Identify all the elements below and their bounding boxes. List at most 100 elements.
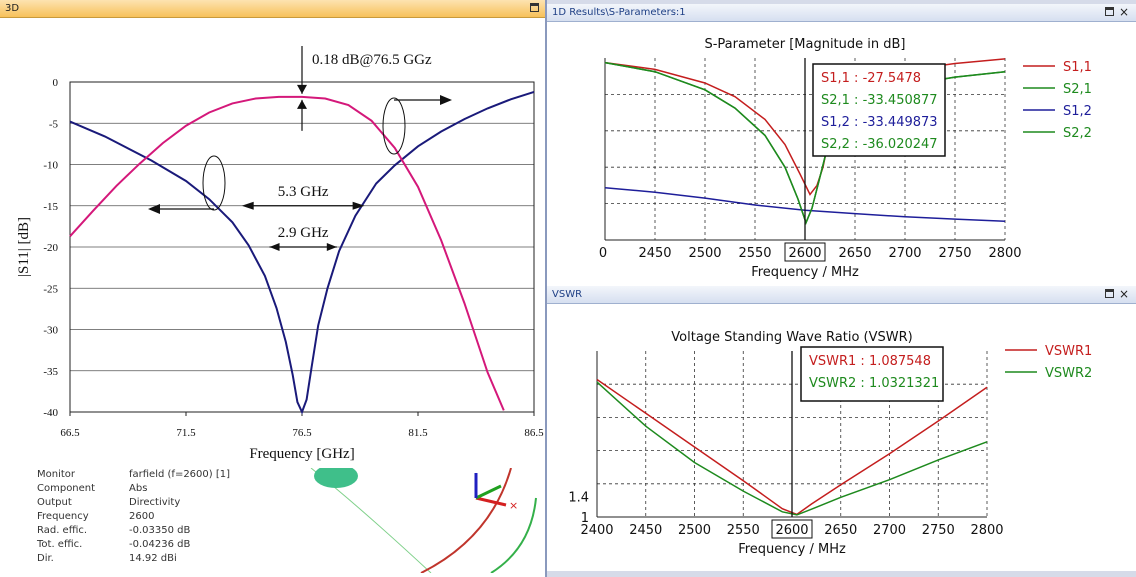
marker-readout-text: VSWR1 : 1.087548	[809, 354, 931, 369]
y-tick-label: -35	[43, 366, 58, 378]
legend-label: S1,2	[1063, 104, 1092, 119]
pane-3d-titlebar: 3D	[0, 0, 545, 18]
axis-y-icon	[475, 484, 502, 500]
pane-vswr: VSWR × Voltage Standing Wave Ratio (VSWR…	[547, 286, 1136, 571]
maximize-icon[interactable]	[1105, 7, 1114, 16]
x-tick-label: 2550	[727, 523, 760, 538]
y-tick-label: -25	[43, 283, 58, 295]
peak-arrow-head	[297, 84, 307, 94]
legend-label: VSWR1	[1045, 344, 1092, 359]
x-tick-label: 66.5	[60, 427, 80, 439]
marker-readout-text: S2,2 : -36.020247	[821, 137, 938, 152]
y-tick-label: 1	[581, 511, 589, 526]
info-value: 14.92 dBi	[129, 553, 177, 564]
x-tick-label: 2750	[922, 523, 955, 538]
pane-3d-title: 3D	[5, 3, 20, 14]
y-tick-label: -40	[43, 407, 58, 419]
marker-readout-text: VSWR2 : 1.0321321	[809, 376, 939, 391]
info-value: Directivity	[129, 497, 181, 508]
s11-series-line	[69, 90, 535, 415]
x-tick-label: 2650	[824, 523, 857, 538]
x-tick-label: 2500	[678, 523, 711, 538]
x-tick-label: 76.5	[292, 427, 312, 439]
chart-title: Voltage Standing Wave Ratio (VSWR)	[671, 330, 912, 345]
farfield-3d-view: ×	[310, 468, 537, 573]
marker-readout-box	[800, 346, 944, 402]
info-key: Monitor	[37, 469, 76, 480]
y-tick-label: -15	[43, 201, 58, 213]
x-tick-label: 71.5	[176, 427, 196, 439]
info-value: Abs	[129, 483, 148, 494]
y-tick-label: 0	[53, 77, 59, 89]
x-axis-label: Frequency / MHz	[751, 265, 859, 280]
info-key: Dir.	[37, 553, 54, 564]
y-tick-label: -30	[43, 325, 58, 337]
legend-label: S2,2	[1063, 126, 1092, 141]
vswr-chart: Voltage Standing Wave Ratio (VSWR) 2400 24…	[568, 330, 1092, 557]
maximize-icon[interactable]	[530, 3, 539, 12]
bw-outer-label: 5.3 GHz	[278, 184, 329, 200]
x-axis-label: Frequency / MHz	[738, 542, 846, 557]
x-axis-label: Frequency [GHz]	[249, 446, 354, 462]
y-tick-label: 1.4	[568, 490, 589, 505]
close-icon[interactable]: ×	[1118, 5, 1129, 19]
info-value: farfield (f=2600) [1]	[129, 469, 231, 480]
bw-arrow-head	[352, 201, 365, 210]
pane-3d: 3D Monitor farfield (f=2600) [1] Component…	[0, 0, 547, 577]
farfield-info-panel: Monitor farfield (f=2600) [1] Component Abs…	[6, 468, 541, 573]
info-key: Output	[37, 497, 72, 508]
s-param-titlebar: 1D Results\S-Parameters:1 ×	[547, 4, 1136, 22]
bw-arrow-head	[269, 243, 280, 251]
x-tick-label: 2750	[938, 246, 971, 261]
x-tick-highlight-box	[784, 242, 826, 262]
info-value: 2600	[129, 511, 155, 522]
legend-label: S1,1	[1063, 60, 1092, 75]
axis-indicator-ellipse	[202, 155, 226, 211]
s21-series-line	[69, 95, 505, 411]
peak-arrow-head	[297, 99, 307, 109]
info-key: Component	[37, 483, 96, 494]
x-tick-label: 2600	[788, 246, 821, 261]
marker-readout-text: S2,1 : -33.450877	[821, 93, 938, 108]
legend-label: S2,1	[1063, 82, 1092, 97]
vswr-window-title: VSWR	[552, 289, 583, 300]
close-icon[interactable]: ×	[1118, 287, 1129, 301]
x-tick-label: 81.5	[408, 427, 428, 439]
marker-readout-text: S1,1 : -27.5478	[821, 71, 921, 86]
x-tick-label: 2700	[873, 523, 906, 538]
y-tick-label: -5	[49, 118, 59, 130]
x-tick-label: 2550	[738, 246, 771, 261]
y-tick-label: -20	[43, 242, 58, 254]
info-key: Frequency	[37, 511, 89, 522]
y-axis-label: |S11| [dB]	[16, 217, 32, 277]
maximize-icon[interactable]	[1105, 289, 1114, 298]
bw-arrow-head	[326, 243, 337, 251]
x-tick-label: 2800	[970, 523, 1003, 538]
bw-inner-label: 2.9 GHz	[278, 225, 329, 241]
x-tick-label: 2400	[580, 523, 613, 538]
svg-text:×: ×	[509, 499, 518, 512]
pane-s-parameters: 1D Results\S-Parameters:1 × S-Parameter …	[547, 4, 1136, 286]
series-line	[596, 381, 988, 516]
peak-annotation: 0.18 dB@76.5 GGz	[312, 52, 432, 68]
x-tick-label: 2800	[988, 246, 1021, 261]
x-tick-label: 0	[599, 246, 607, 261]
axis-indicator-arrow-head	[148, 204, 160, 214]
info-key: Rad. effic.	[37, 525, 88, 536]
info-key: Tot. effic.	[37, 539, 83, 550]
chart-title: S-Parameter [Magnitude in dB]	[704, 37, 905, 52]
s-param-window-title: 1D Results\S-Parameters:1	[552, 7, 686, 18]
axis-indicator-arrow-head	[440, 95, 452, 105]
legend-label: VSWR2	[1045, 366, 1092, 381]
vswr-titlebar: VSWR ×	[547, 286, 1136, 304]
x-tick-label: 2700	[888, 246, 921, 261]
marker-readout-box	[812, 63, 946, 157]
info-value: -0.03350 dB	[129, 525, 191, 536]
marker-readout-text: S1,2 : -33.449873	[821, 115, 938, 130]
y-tick-label: -10	[43, 160, 58, 172]
x-tick-label: 2500	[688, 246, 721, 261]
info-value: -0.04236 dB	[129, 539, 191, 550]
x-tick-label: 2450	[638, 246, 671, 261]
mmwave-s-parameter-chart: 0-5-10-15-20-25-30-35-400-0.5-1-1.5-2-2.…	[0, 18, 545, 468]
x-tick-label: 2450	[629, 523, 662, 538]
